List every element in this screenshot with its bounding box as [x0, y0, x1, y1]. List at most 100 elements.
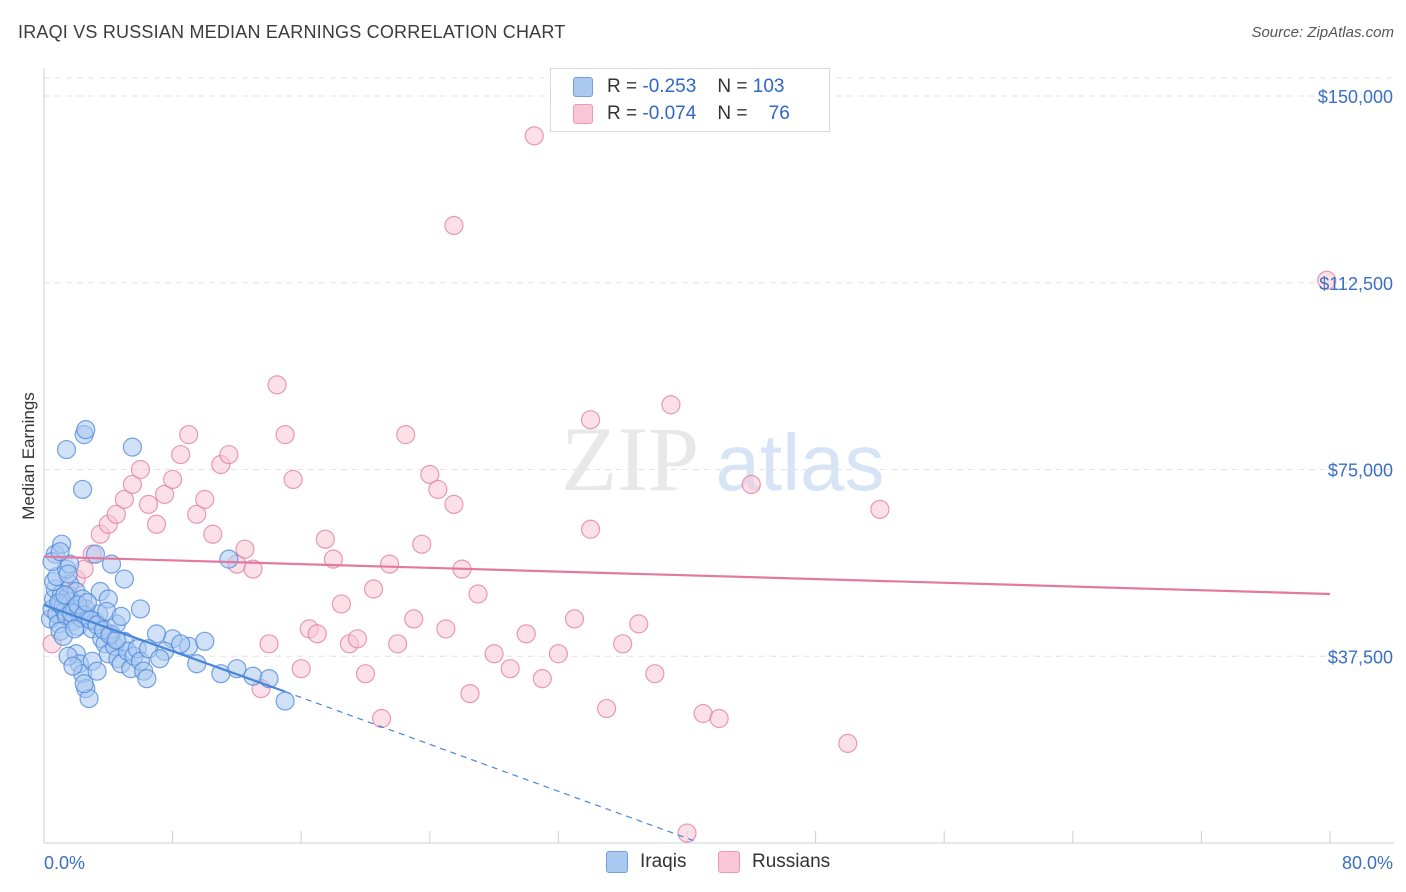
russians-point — [597, 698, 617, 719]
legend-swatch-russians — [573, 104, 593, 124]
legend-r-label: R = — [607, 76, 638, 97]
iraqis-point — [130, 599, 151, 619]
axes — [43, 68, 1394, 844]
iraqis-point — [111, 606, 131, 627]
iraqis-point — [137, 669, 157, 689]
russians-point — [307, 624, 327, 644]
russians-point — [629, 614, 649, 634]
russians-point — [114, 489, 134, 509]
bottom-legend-label-russians: Russians — [752, 851, 831, 872]
russians-point — [355, 664, 376, 684]
iraqis-point — [171, 634, 191, 654]
iraqis-trend-line — [43, 603, 286, 693]
bottom-legend-russians[interactable]: Russians — [718, 851, 830, 873]
legend-r-label: R = — [607, 103, 638, 124]
russians-point — [195, 489, 215, 509]
russians-trend-line — [43, 555, 1331, 596]
iraqis-point — [195, 631, 215, 651]
russians-point — [371, 708, 392, 729]
iraqis-point — [219, 549, 239, 569]
iraqis-point — [114, 569, 134, 589]
legend-row-iraqis: R = -0.253 N = 103 — [573, 74, 784, 100]
legend-r-value: -0.074 — [642, 103, 697, 124]
iraqis-point — [63, 656, 83, 676]
source-credit: Source: ZipAtlas.com — [1251, 24, 1394, 41]
iraqis-point — [77, 592, 98, 613]
y-tick-label: $37,500 — [1328, 647, 1393, 667]
iraqis-point — [85, 544, 106, 564]
iraqis-point — [56, 439, 77, 460]
russians-point — [235, 539, 255, 559]
russians-point — [870, 499, 890, 519]
iraqis-point — [76, 420, 96, 440]
russians-point — [838, 733, 858, 754]
russians-point — [436, 619, 456, 639]
x-tick-label-min: 0.0% — [44, 853, 85, 873]
russians-point — [243, 559, 263, 579]
legend-n-value: 76 — [768, 103, 790, 124]
russians-point — [693, 703, 713, 724]
russians-point — [363, 579, 384, 599]
bottom-legend-swatch-iraqis — [606, 851, 628, 873]
bottom-legend-iraqis[interactable]: Iraqis — [606, 851, 686, 873]
russians-point — [580, 410, 601, 430]
x-tick-label-max: 80.0% — [1342, 853, 1393, 873]
russians-point — [163, 469, 183, 490]
russians-point — [380, 554, 400, 574]
iraqis-point — [55, 585, 75, 605]
iraqis-trend-extension — [284, 691, 694, 842]
iraqis-point — [146, 624, 167, 644]
watermark-atlas: atlas — [716, 418, 885, 507]
russians-point — [203, 524, 223, 544]
russians-point — [420, 464, 440, 485]
russians-point — [709, 708, 729, 729]
russians-point — [613, 634, 633, 654]
bottom-legend-swatch-russians — [718, 851, 740, 873]
russians-point — [187, 504, 207, 524]
legend-swatch-iraqis — [573, 77, 593, 97]
russians-point — [460, 683, 480, 704]
russians-point — [259, 634, 279, 654]
russians-point — [146, 514, 167, 534]
watermark: ZIP atlas — [561, 408, 884, 510]
russians-point — [154, 484, 175, 504]
russians-point — [219, 444, 239, 465]
russians-point — [428, 479, 448, 500]
legend-n-label: N = — [717, 76, 748, 97]
russians-point — [532, 669, 552, 689]
iraqis-point — [58, 564, 78, 584]
y-tick-labels: $37,500 $75,000 $112,500 $150,000 — [1318, 87, 1393, 667]
iraqis-point — [74, 674, 94, 694]
russians-point — [412, 534, 432, 554]
russians-point — [661, 395, 681, 415]
bottom-legend-label-iraqis: Iraqis — [640, 851, 687, 872]
russians-point — [106, 504, 126, 524]
russians-point — [122, 474, 143, 495]
russians-point — [741, 474, 761, 495]
russians-point — [444, 215, 464, 236]
russians-point — [548, 644, 569, 664]
russians-point — [347, 629, 368, 649]
russians-point — [130, 459, 151, 480]
iraqis-point — [87, 661, 107, 681]
russians-point — [315, 529, 335, 549]
series-iraqis — [40, 420, 295, 711]
iraqis-point — [64, 619, 85, 639]
russians-point — [275, 425, 295, 445]
russians-point — [331, 594, 351, 614]
trend-lines — [43, 555, 1331, 842]
russians-point — [645, 664, 665, 684]
russians-point — [388, 634, 408, 654]
legend-n-value: 103 — [752, 76, 785, 97]
russians-point — [323, 549, 343, 569]
correlation-legend: R = -0.253 N = 103 R = -0.074 N = 76 — [550, 68, 830, 132]
iraqis-point — [275, 691, 295, 711]
russians-point — [396, 425, 416, 445]
y-tick-label: $75,000 — [1328, 461, 1393, 481]
russians-point — [564, 609, 585, 629]
legend-row-russians: R = -0.074 N = 76 — [573, 101, 790, 127]
russians-point — [1317, 270, 1337, 290]
legend-n-label: N = — [717, 103, 748, 124]
russians-point — [179, 425, 199, 445]
russians-point — [267, 375, 287, 395]
